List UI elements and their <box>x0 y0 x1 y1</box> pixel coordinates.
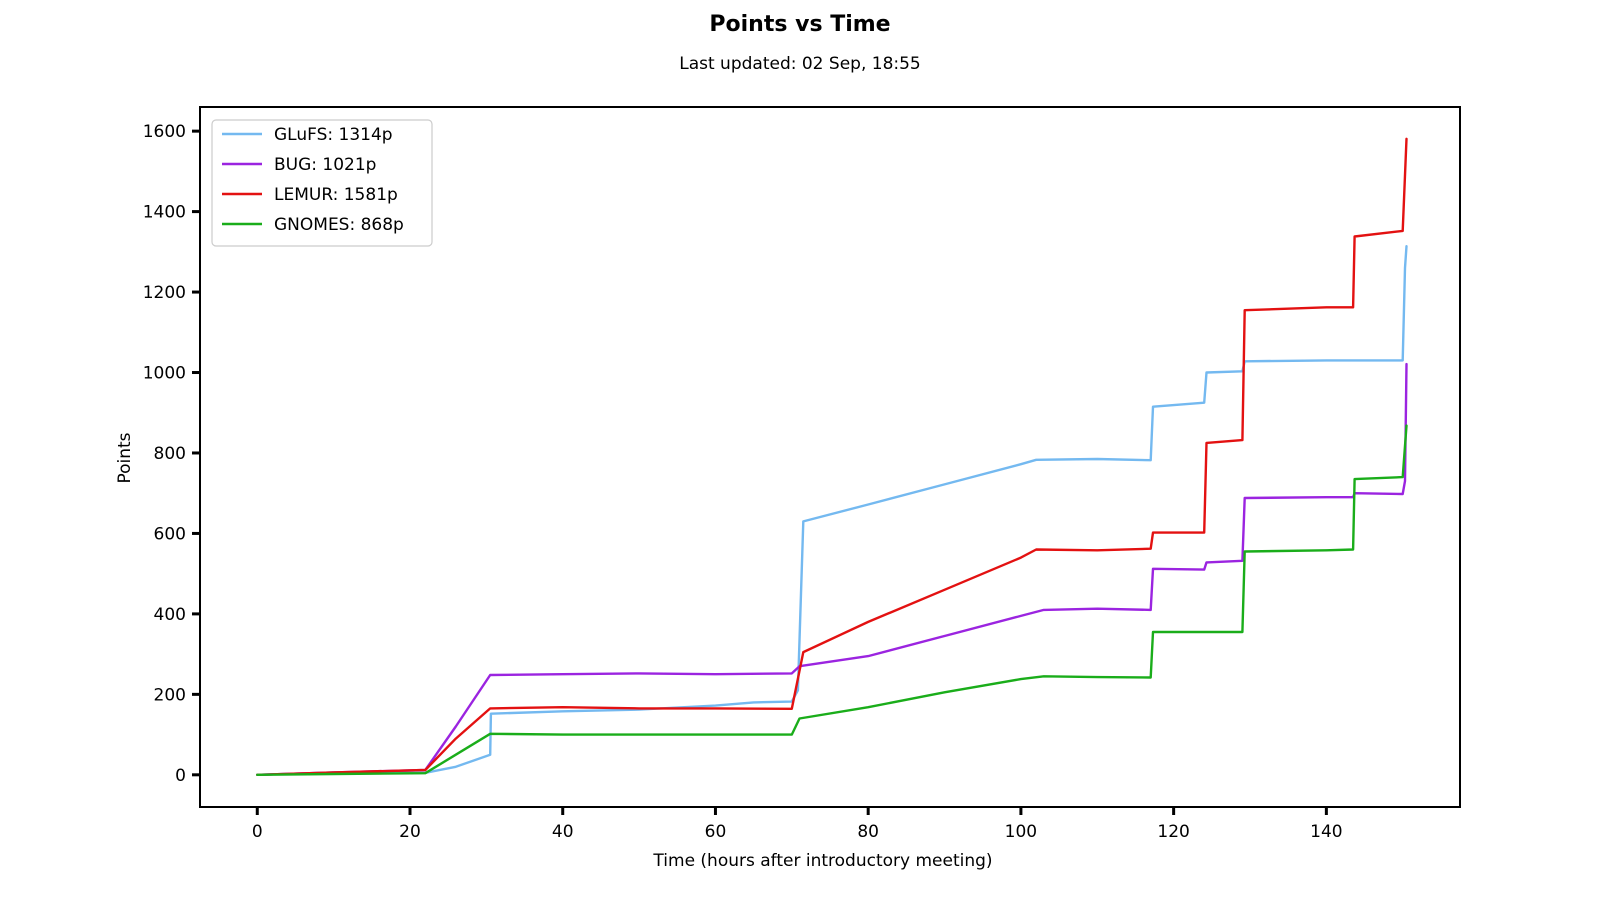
y-tick-label: 1000 <box>143 364 186 384</box>
y-tick-label: 400 <box>154 605 186 625</box>
series-line-3 <box>256 424 1408 776</box>
legend-entry: GNOMES: 868p <box>274 215 404 235</box>
legend-entry: GLuFS: 1314p <box>274 125 393 145</box>
chart-subtitle: Last updated: 02 Sep, 18:55 <box>679 54 921 74</box>
plot-frame <box>199 106 1461 808</box>
legend-box <box>211 119 433 247</box>
series-lines <box>256 137 1408 776</box>
y-tick-label: 0 <box>175 766 186 786</box>
axis-ticks: 0 20 40 60 80 100 120 1400200400600800100012001… <box>143 122 1343 842</box>
x-tick-label: 120 <box>1157 822 1189 842</box>
y-axis-label: Points <box>115 432 135 483</box>
x-axis-label: Time (hours after introductory meeting) <box>652 851 992 871</box>
y-tick-label: 600 <box>154 524 186 544</box>
x-tick-label: 20 <box>399 822 421 842</box>
x-tick-label: 100 <box>1005 822 1037 842</box>
y-tick-label: 800 <box>154 444 186 464</box>
x-tick-label: 140 <box>1310 822 1342 842</box>
y-tick-label: 1400 <box>143 203 186 223</box>
x-tick-label: 60 <box>705 822 727 842</box>
y-tick-label: 200 <box>154 685 186 705</box>
x-tick-label: 80 <box>857 822 879 842</box>
y-tick-label: 1200 <box>143 283 186 303</box>
legend-entry: LEMUR: 1581p <box>274 185 398 205</box>
series-line-1 <box>256 362 1408 776</box>
x-tick-label: 40 <box>552 822 574 842</box>
chart-title: Points vs Time <box>709 12 891 37</box>
legend: GLuFS: 1314p BUG: 1021p LEMUR: 1581p GNOMES… <box>211 119 433 247</box>
series-line-0 <box>256 245 1408 776</box>
series-line-2 <box>256 137 1408 776</box>
legend-entry: BUG: 1021p <box>274 155 376 175</box>
y-tick-label: 1600 <box>143 122 186 142</box>
x-tick-label: 0 <box>252 822 263 842</box>
